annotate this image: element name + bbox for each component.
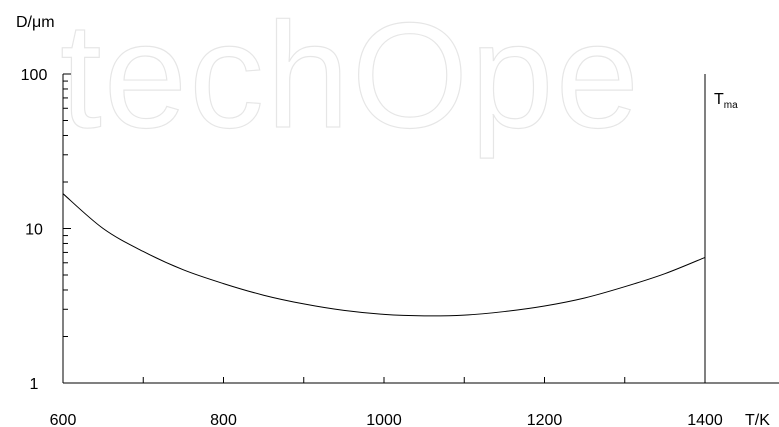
tma-annotation-subscript: ma <box>724 100 738 111</box>
tma-annotation-main: T <box>714 91 724 108</box>
y-axis-label: D/μm <box>16 14 55 31</box>
x-tick-label: 600 <box>50 412 77 427</box>
x-tick-label: 1400 <box>687 412 723 427</box>
x-tick-label: 1200 <box>527 412 563 427</box>
x-tick-label: 800 <box>210 412 237 427</box>
watermark: techOpe <box>59 0 642 159</box>
y-tick-label: 10 <box>25 222 43 239</box>
tma-annotation: Tma <box>714 91 738 111</box>
axes <box>62 74 779 384</box>
series-line <box>62 193 706 317</box>
ticks <box>62 73 706 383</box>
y-tick-label: 100 <box>21 67 48 84</box>
y-tick-label: 1 <box>30 376 39 393</box>
tick-labels: 600 800 1000 1200 1400 1 10 100 <box>21 67 723 427</box>
x-axis-label: T/K <box>745 412 770 427</box>
x-tick-label: 1000 <box>366 412 402 427</box>
